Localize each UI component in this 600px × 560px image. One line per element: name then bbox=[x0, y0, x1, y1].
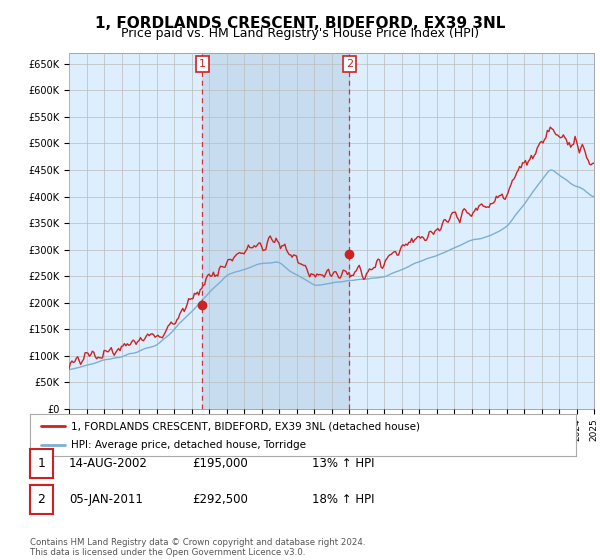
Text: 1: 1 bbox=[37, 456, 46, 470]
Text: HPI: Average price, detached house, Torridge: HPI: Average price, detached house, Torr… bbox=[71, 440, 306, 450]
Text: Price paid vs. HM Land Registry's House Price Index (HPI): Price paid vs. HM Land Registry's House … bbox=[121, 27, 479, 40]
Text: 18% ↑ HPI: 18% ↑ HPI bbox=[312, 493, 374, 506]
Text: £195,000: £195,000 bbox=[192, 456, 248, 470]
Text: Contains HM Land Registry data © Crown copyright and database right 2024.
This d: Contains HM Land Registry data © Crown c… bbox=[30, 538, 365, 557]
Text: 13% ↑ HPI: 13% ↑ HPI bbox=[312, 456, 374, 470]
Text: 1, FORDLANDS CRESCENT, BIDEFORD, EX39 3NL (detached house): 1, FORDLANDS CRESCENT, BIDEFORD, EX39 3N… bbox=[71, 421, 420, 431]
Text: 2: 2 bbox=[346, 59, 353, 69]
Text: 1: 1 bbox=[199, 59, 206, 69]
Text: £292,500: £292,500 bbox=[192, 493, 248, 506]
Text: 2: 2 bbox=[37, 493, 46, 506]
Text: 1, FORDLANDS CRESCENT, BIDEFORD, EX39 3NL: 1, FORDLANDS CRESCENT, BIDEFORD, EX39 3N… bbox=[95, 16, 505, 31]
Text: 14-AUG-2002: 14-AUG-2002 bbox=[69, 456, 148, 470]
Bar bbox=[202, 53, 349, 409]
Text: 05-JAN-2011: 05-JAN-2011 bbox=[69, 493, 143, 506]
